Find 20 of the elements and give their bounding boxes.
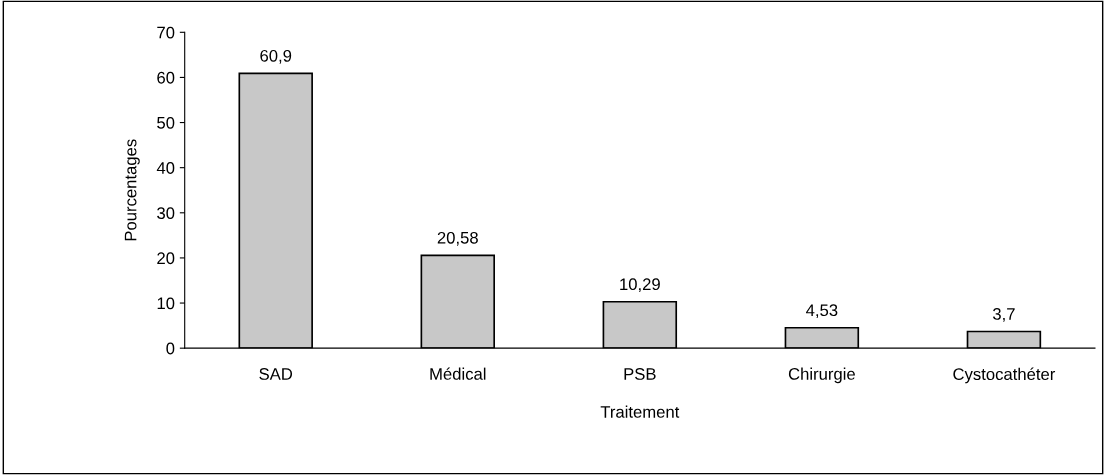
y-tick-label: 30 <box>157 207 175 219</box>
data-label: 10,29 <box>620 278 660 293</box>
y-tick-label: 60 <box>157 71 175 84</box>
data-label: 4,53 <box>806 304 838 319</box>
x-tick-label: Cystocathéter <box>953 367 1056 384</box>
x-axis-title: Traitement <box>600 405 680 418</box>
y-axis-title: Pourcentages <box>124 139 140 241</box>
x-tick-label: SAD <box>259 368 293 380</box>
y-tick-label: 0 <box>166 342 175 355</box>
y-tick-label: 10 <box>157 297 175 310</box>
y-tick-label: 70 <box>157 26 175 39</box>
data-label: 3,7 <box>992 308 1015 322</box>
x-tick-label: Chirurgie <box>788 367 855 384</box>
y-tick-label: 50 <box>157 116 175 129</box>
y-tick-label: 40 <box>156 162 175 174</box>
x-tick-label: Médical <box>430 367 486 380</box>
data-label: 60,9 <box>260 49 292 64</box>
y-tick-label: 20 <box>157 252 175 265</box>
data-label: 20,58 <box>437 231 478 246</box>
x-tick-label: PSB <box>624 368 656 380</box>
